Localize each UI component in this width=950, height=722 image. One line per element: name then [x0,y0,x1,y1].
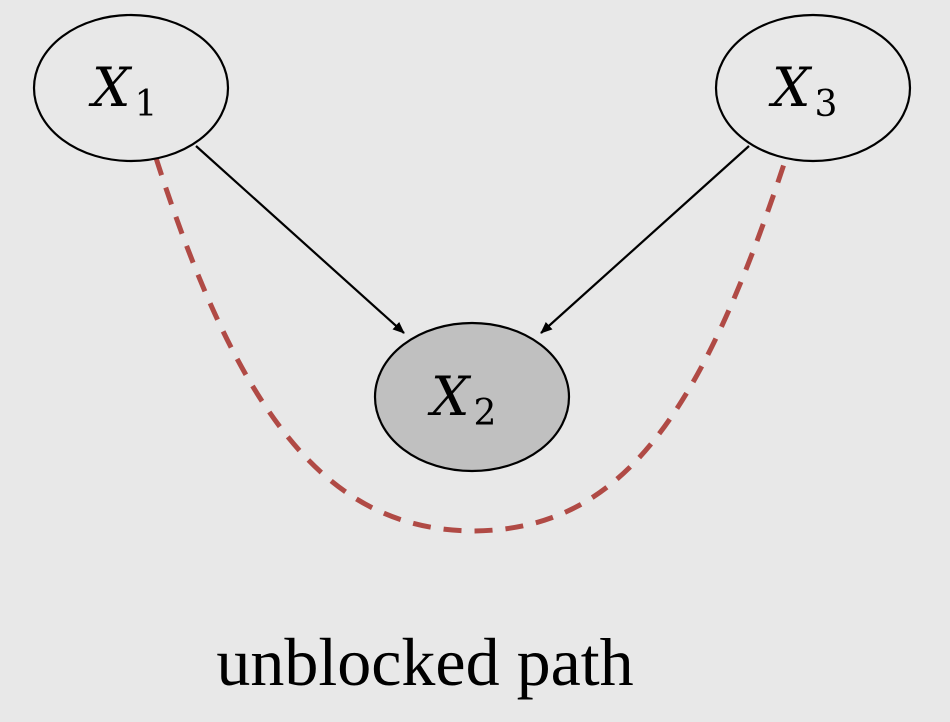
edge-x3-to-x2 [540,145,750,334]
node-x1-shape [32,13,230,163]
caption-label: unblocked path [216,624,634,700]
node-x3-shape [714,13,912,163]
unblocked-path-curve [153,157,789,534]
edge-x1-to-x2 [195,145,405,334]
node-x2-shape [373,321,571,473]
